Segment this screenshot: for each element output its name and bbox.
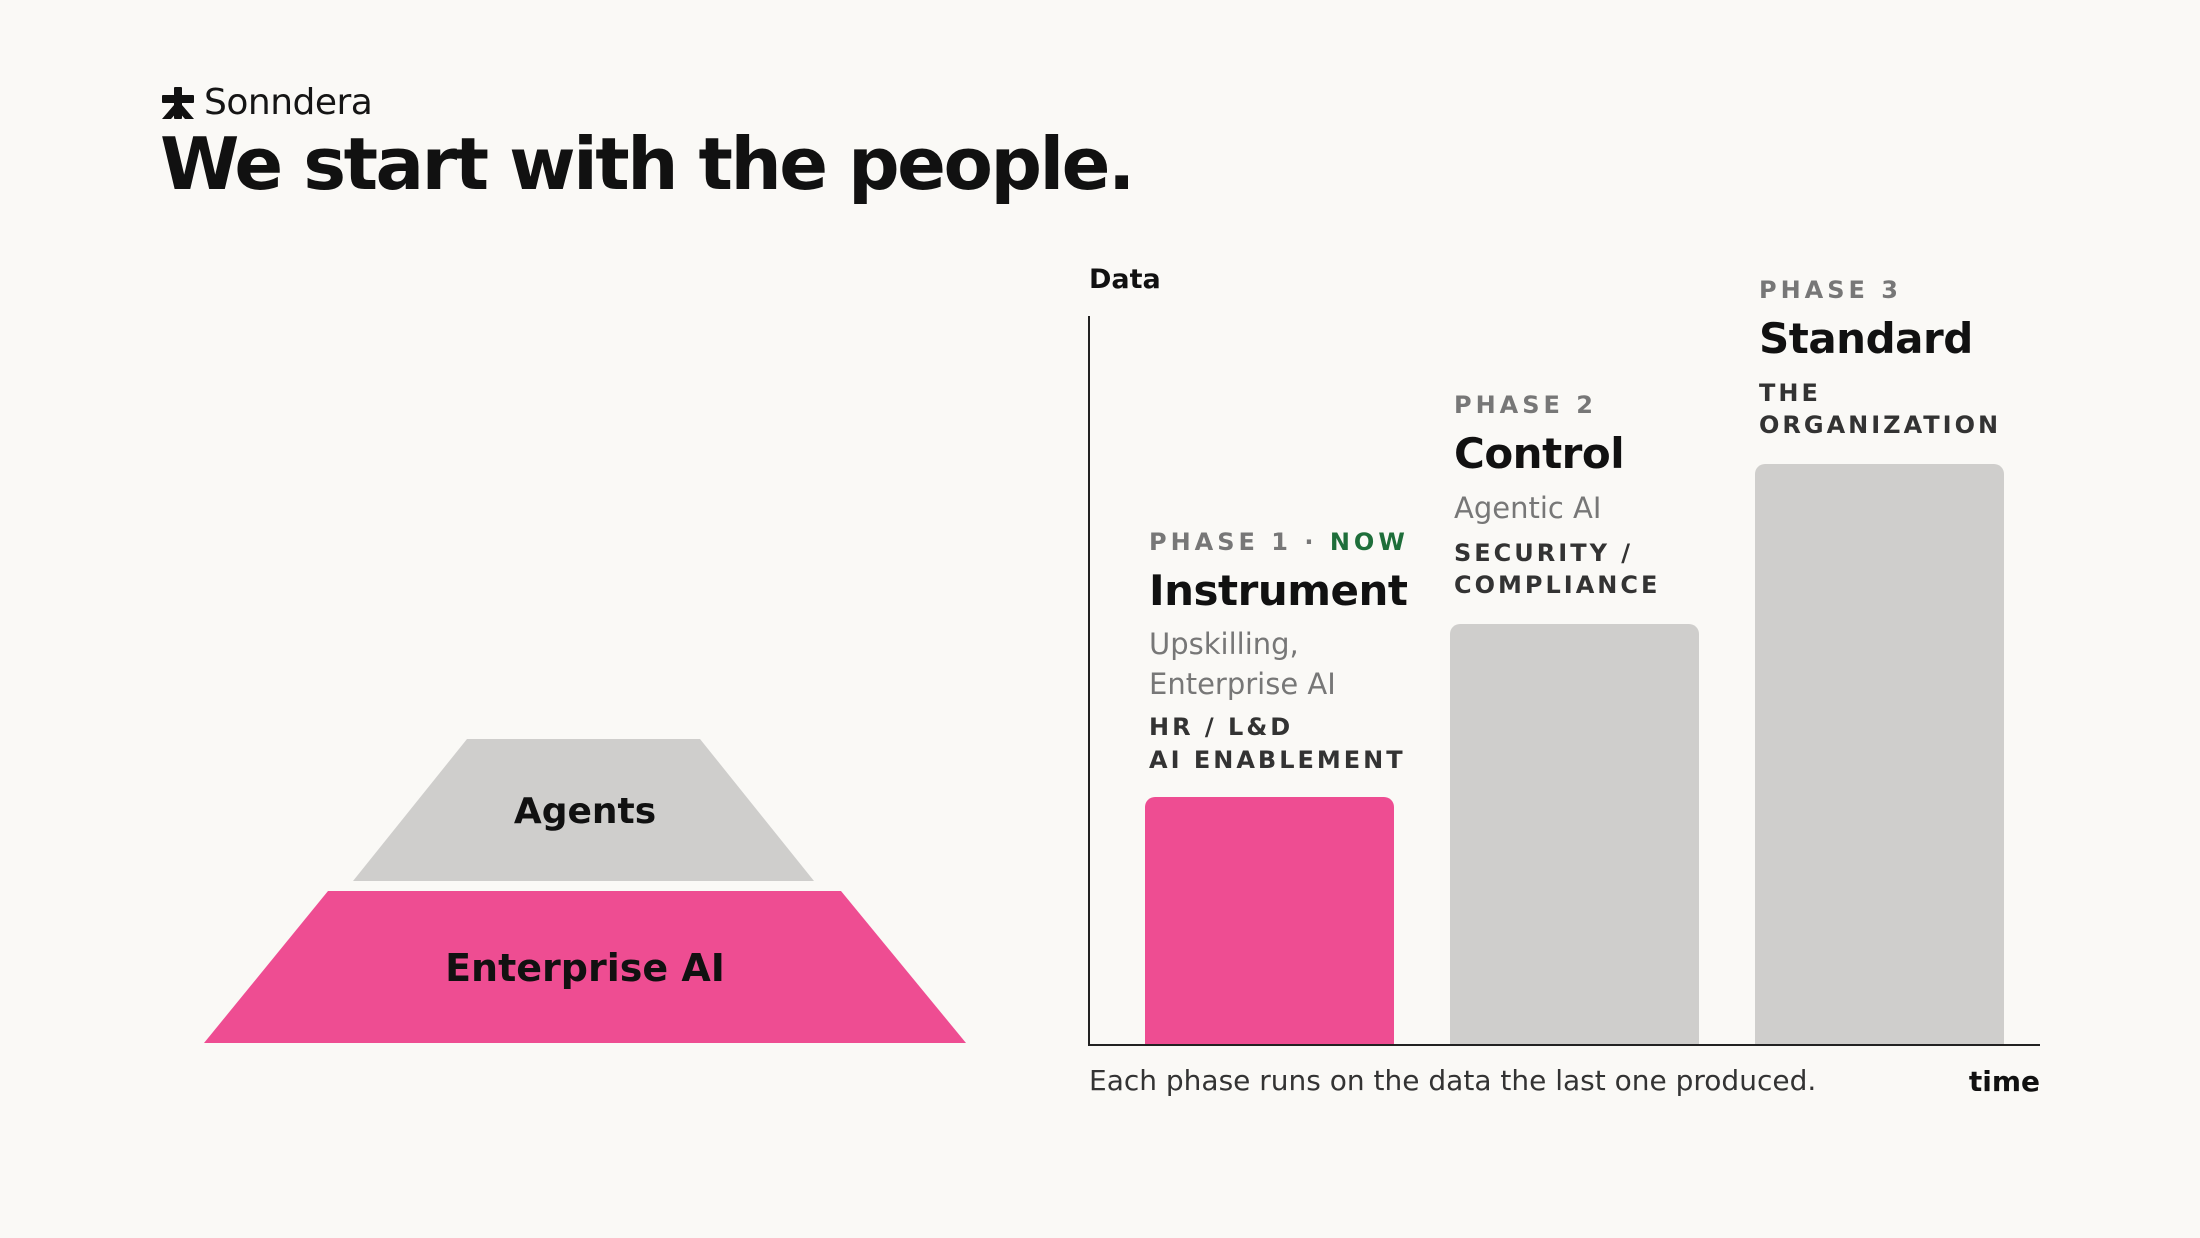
x-axis-line — [1088, 1044, 2040, 1046]
pyramid-top-tier — [353, 739, 814, 881]
phase-2-org-2: COMPLIANCE — [1454, 571, 1661, 599]
bar-phase-3 — [1755, 464, 2004, 1044]
phase-1-now-badge: NOW — [1329, 528, 1409, 556]
pyramid-diagram: Agents Enterprise AI — [204, 739, 966, 1043]
phase-3-name: Standard — [1759, 314, 1973, 363]
page-title: We start with the people. — [160, 122, 1135, 206]
pyramid-bottom-tier — [204, 891, 966, 1043]
chart-caption: Each phase runs on the data the last one… — [1089, 1064, 1817, 1097]
y-axis-line — [1088, 316, 1090, 1046]
y-axis-label: Data — [1089, 264, 1161, 295]
bar-phase-1 — [1145, 797, 1394, 1044]
phase-3-tag: PHASE 3 — [1759, 276, 1902, 304]
phase-1-sub-2: Enterprise AI — [1149, 667, 1336, 701]
brand: Sonndera — [160, 82, 373, 123]
pyramid-top-label: Agents — [514, 791, 656, 832]
phase-1-tag-text: PHASE 1 · — [1149, 528, 1318, 556]
phase-1-org-2: AI ENABLEMENT — [1149, 746, 1406, 774]
pyramid-bottom-label: Enterprise AI — [445, 946, 725, 990]
phase-1-tag: PHASE 1 · NOW — [1149, 528, 1409, 556]
phase-1-name: Instrument — [1149, 566, 1408, 615]
phase-3-org-2: ORGANIZATION — [1759, 411, 2002, 439]
bar-phase-2 — [1450, 624, 1699, 1044]
phase-2-tag: PHASE 2 — [1454, 391, 1597, 419]
phase-3-org-1: THE — [1759, 379, 1821, 407]
phase-2-name: Control — [1454, 429, 1625, 478]
phase-1-org-1: HR / L&D — [1149, 713, 1294, 741]
brand-name: Sonndera — [204, 82, 373, 123]
asterisk-figure-icon — [162, 86, 194, 119]
phase-2-org-1: SECURITY / — [1454, 539, 1634, 567]
phase-1-sub-1: Upskilling, — [1149, 627, 1299, 661]
phase-2-sub-1: Agentic AI — [1454, 491, 1602, 525]
x-axis-label: time — [1968, 1065, 2040, 1098]
